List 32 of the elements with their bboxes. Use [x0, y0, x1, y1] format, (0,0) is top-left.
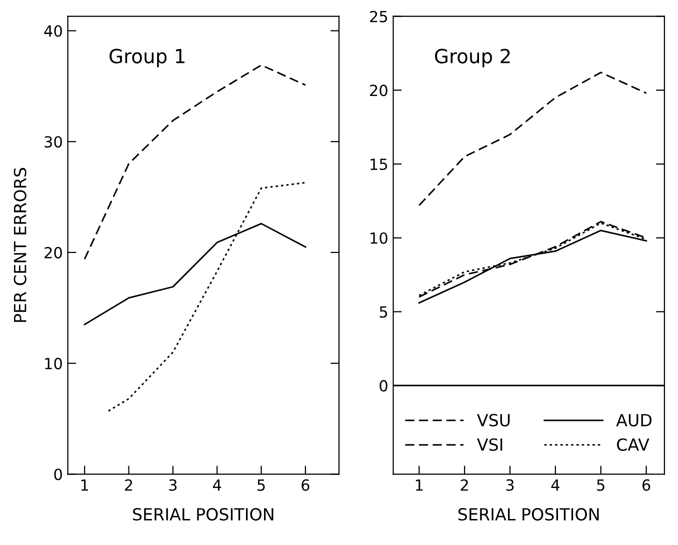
y-tick-label: 10 — [45, 358, 62, 370]
legend-label: CAV — [616, 438, 650, 451]
y-tick-label: 5 — [380, 306, 388, 318]
legend-label: AUD — [616, 414, 652, 426]
y-tick-label: 20 — [44, 246, 62, 258]
y-tick-label: 20 — [370, 84, 388, 96]
x-axis-title: SERIAL POSITION — [458, 508, 599, 521]
x-tick-label: 3 — [506, 479, 514, 491]
legend-label: VSI — [477, 438, 502, 451]
x-tick-label: 2 — [125, 479, 132, 491]
y-axis-title: PER CENT ERRORS — [14, 168, 26, 322]
x-tick-label: 1 — [416, 479, 423, 491]
x-tick-label: 2 — [460, 479, 468, 491]
text: Group 1 — [110, 48, 184, 68]
x-tick-label: 3 — [169, 479, 177, 491]
text: Group 2 — [435, 48, 510, 68]
y-tick-label: 10 — [370, 232, 388, 244]
x-tick-label: 6 — [642, 479, 650, 491]
x-tick-label: 4 — [551, 479, 560, 491]
x-tick-label: 1 — [81, 479, 88, 491]
x-tick-label: 4 — [212, 479, 222, 491]
x-tick-label: 6 — [302, 479, 310, 491]
x-axis-title: SERIAL POSITION — [133, 508, 274, 521]
x-tick-label: 5 — [597, 479, 604, 491]
y-tick-label: 0 — [54, 468, 62, 480]
legend-label: VSU — [477, 414, 510, 426]
y-tick-label: 15 — [370, 158, 388, 170]
y-tick-label: 25 — [370, 10, 388, 22]
y-tick-label: 0 — [380, 380, 388, 392]
x-tick-label: 5 — [258, 479, 265, 491]
y-tick-label: 30 — [44, 136, 62, 148]
y-tick-label: 40 — [44, 25, 62, 37]
